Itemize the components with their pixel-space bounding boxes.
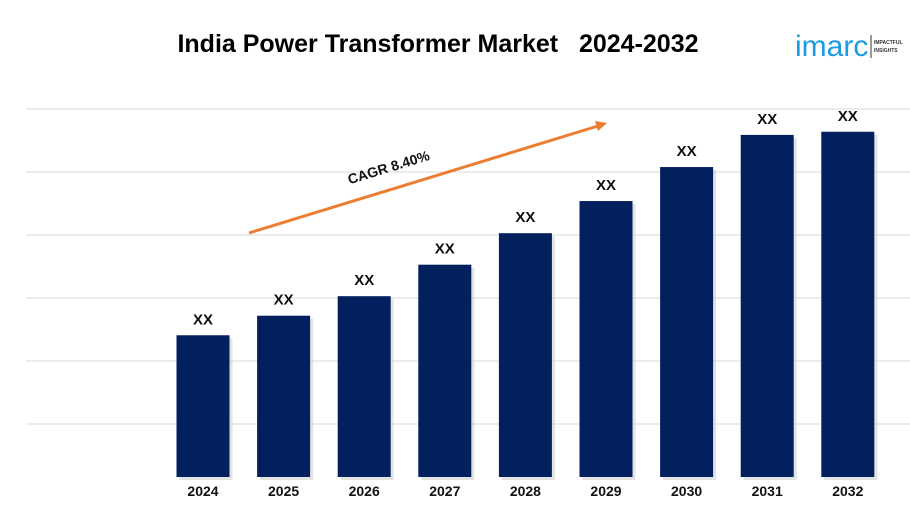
- x-tick-label: 2029: [590, 483, 621, 499]
- data-label: XX: [274, 292, 294, 309]
- bar-2029: [579, 201, 633, 477]
- bar-2028: [498, 233, 552, 477]
- data-label: XX: [596, 177, 616, 194]
- x-tick-label: 2028: [510, 483, 541, 499]
- svg-text:INSIGHTS: INSIGHTS: [874, 48, 898, 54]
- bar-2024: [176, 335, 230, 477]
- x-tick-label: 2032: [832, 483, 863, 499]
- svg-text:IMPACTFUL: IMPACTFUL: [874, 40, 903, 46]
- x-tick-label: 2030: [671, 483, 702, 499]
- data-label: XX: [515, 209, 535, 226]
- bar-2031: [740, 134, 794, 477]
- cagr-arrowhead: [595, 121, 607, 131]
- bar-2027: [418, 264, 472, 477]
- cagr-arrow-line: [248, 124, 599, 235]
- data-label: XX: [757, 111, 777, 128]
- x-tick-label: 2025: [268, 483, 299, 499]
- data-label: XX: [677, 143, 697, 160]
- x-tick-label: 2024: [187, 483, 218, 499]
- imarc-logo: imarc IMPACTFUL INSIGHTS: [795, 30, 903, 62]
- bar-2025: [257, 315, 311, 477]
- x-tick-label: 2027: [429, 483, 460, 499]
- bar-2026: [337, 296, 391, 477]
- bar-2030: [660, 167, 714, 478]
- x-tick-label: 2031: [752, 483, 783, 499]
- data-label: XX: [435, 241, 455, 258]
- data-label: XX: [354, 272, 374, 289]
- data-label: XX: [193, 311, 213, 328]
- x-tick-label: 2026: [349, 483, 380, 499]
- svg-text:imarc: imarc: [795, 30, 868, 62]
- data-label: XX: [838, 108, 858, 125]
- chart-title: India Power Transformer Market 2024-2032: [177, 30, 699, 58]
- bar-2032: [821, 131, 875, 477]
